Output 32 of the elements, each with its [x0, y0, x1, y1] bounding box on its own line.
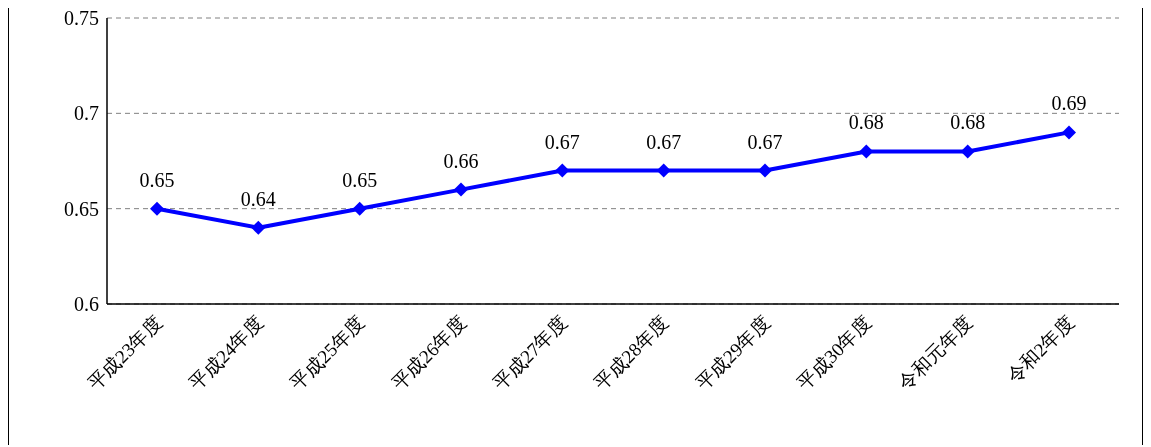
point: [251, 220, 266, 235]
x-tick-label: 平成29年度: [691, 311, 774, 394]
point: [960, 144, 975, 159]
point: [150, 201, 164, 216]
data-label: 0.65: [342, 168, 378, 191]
x-tick-label: 平成28年度: [590, 311, 673, 394]
data-label: 0.69: [1051, 92, 1087, 115]
x-tick-label: 平成25年度: [286, 311, 369, 394]
data-label: 0.64: [240, 187, 276, 210]
point: [555, 163, 570, 178]
data-label: 0.67: [646, 130, 682, 153]
x-tick-label: 平成27年度: [489, 311, 572, 394]
point: [859, 144, 874, 159]
x-tick-label: 令和元年度: [894, 311, 977, 394]
data-label: 0.65: [139, 168, 175, 191]
point: [758, 163, 772, 178]
x-tick-label: 平成24年度: [185, 311, 268, 394]
y-tick-label: 0.75: [64, 7, 99, 30]
data-label: 0.67: [544, 130, 580, 153]
y-tick-label: 0.65: [64, 197, 99, 220]
point: [656, 163, 671, 178]
data-label: 0.68: [950, 111, 986, 134]
data-label: 0.68: [848, 111, 884, 134]
data-label: 0.66: [443, 149, 479, 172]
y-tick-label: 0.7: [74, 102, 99, 125]
x-tick-label: 平成26年度: [387, 311, 470, 394]
point: [352, 201, 367, 216]
point: [1062, 125, 1076, 140]
x-tick-label: 平成30年度: [793, 311, 876, 394]
x-tick-label: 令和2年度: [1002, 311, 1078, 388]
point: [454, 182, 468, 197]
data-label: 0.67: [747, 130, 783, 153]
